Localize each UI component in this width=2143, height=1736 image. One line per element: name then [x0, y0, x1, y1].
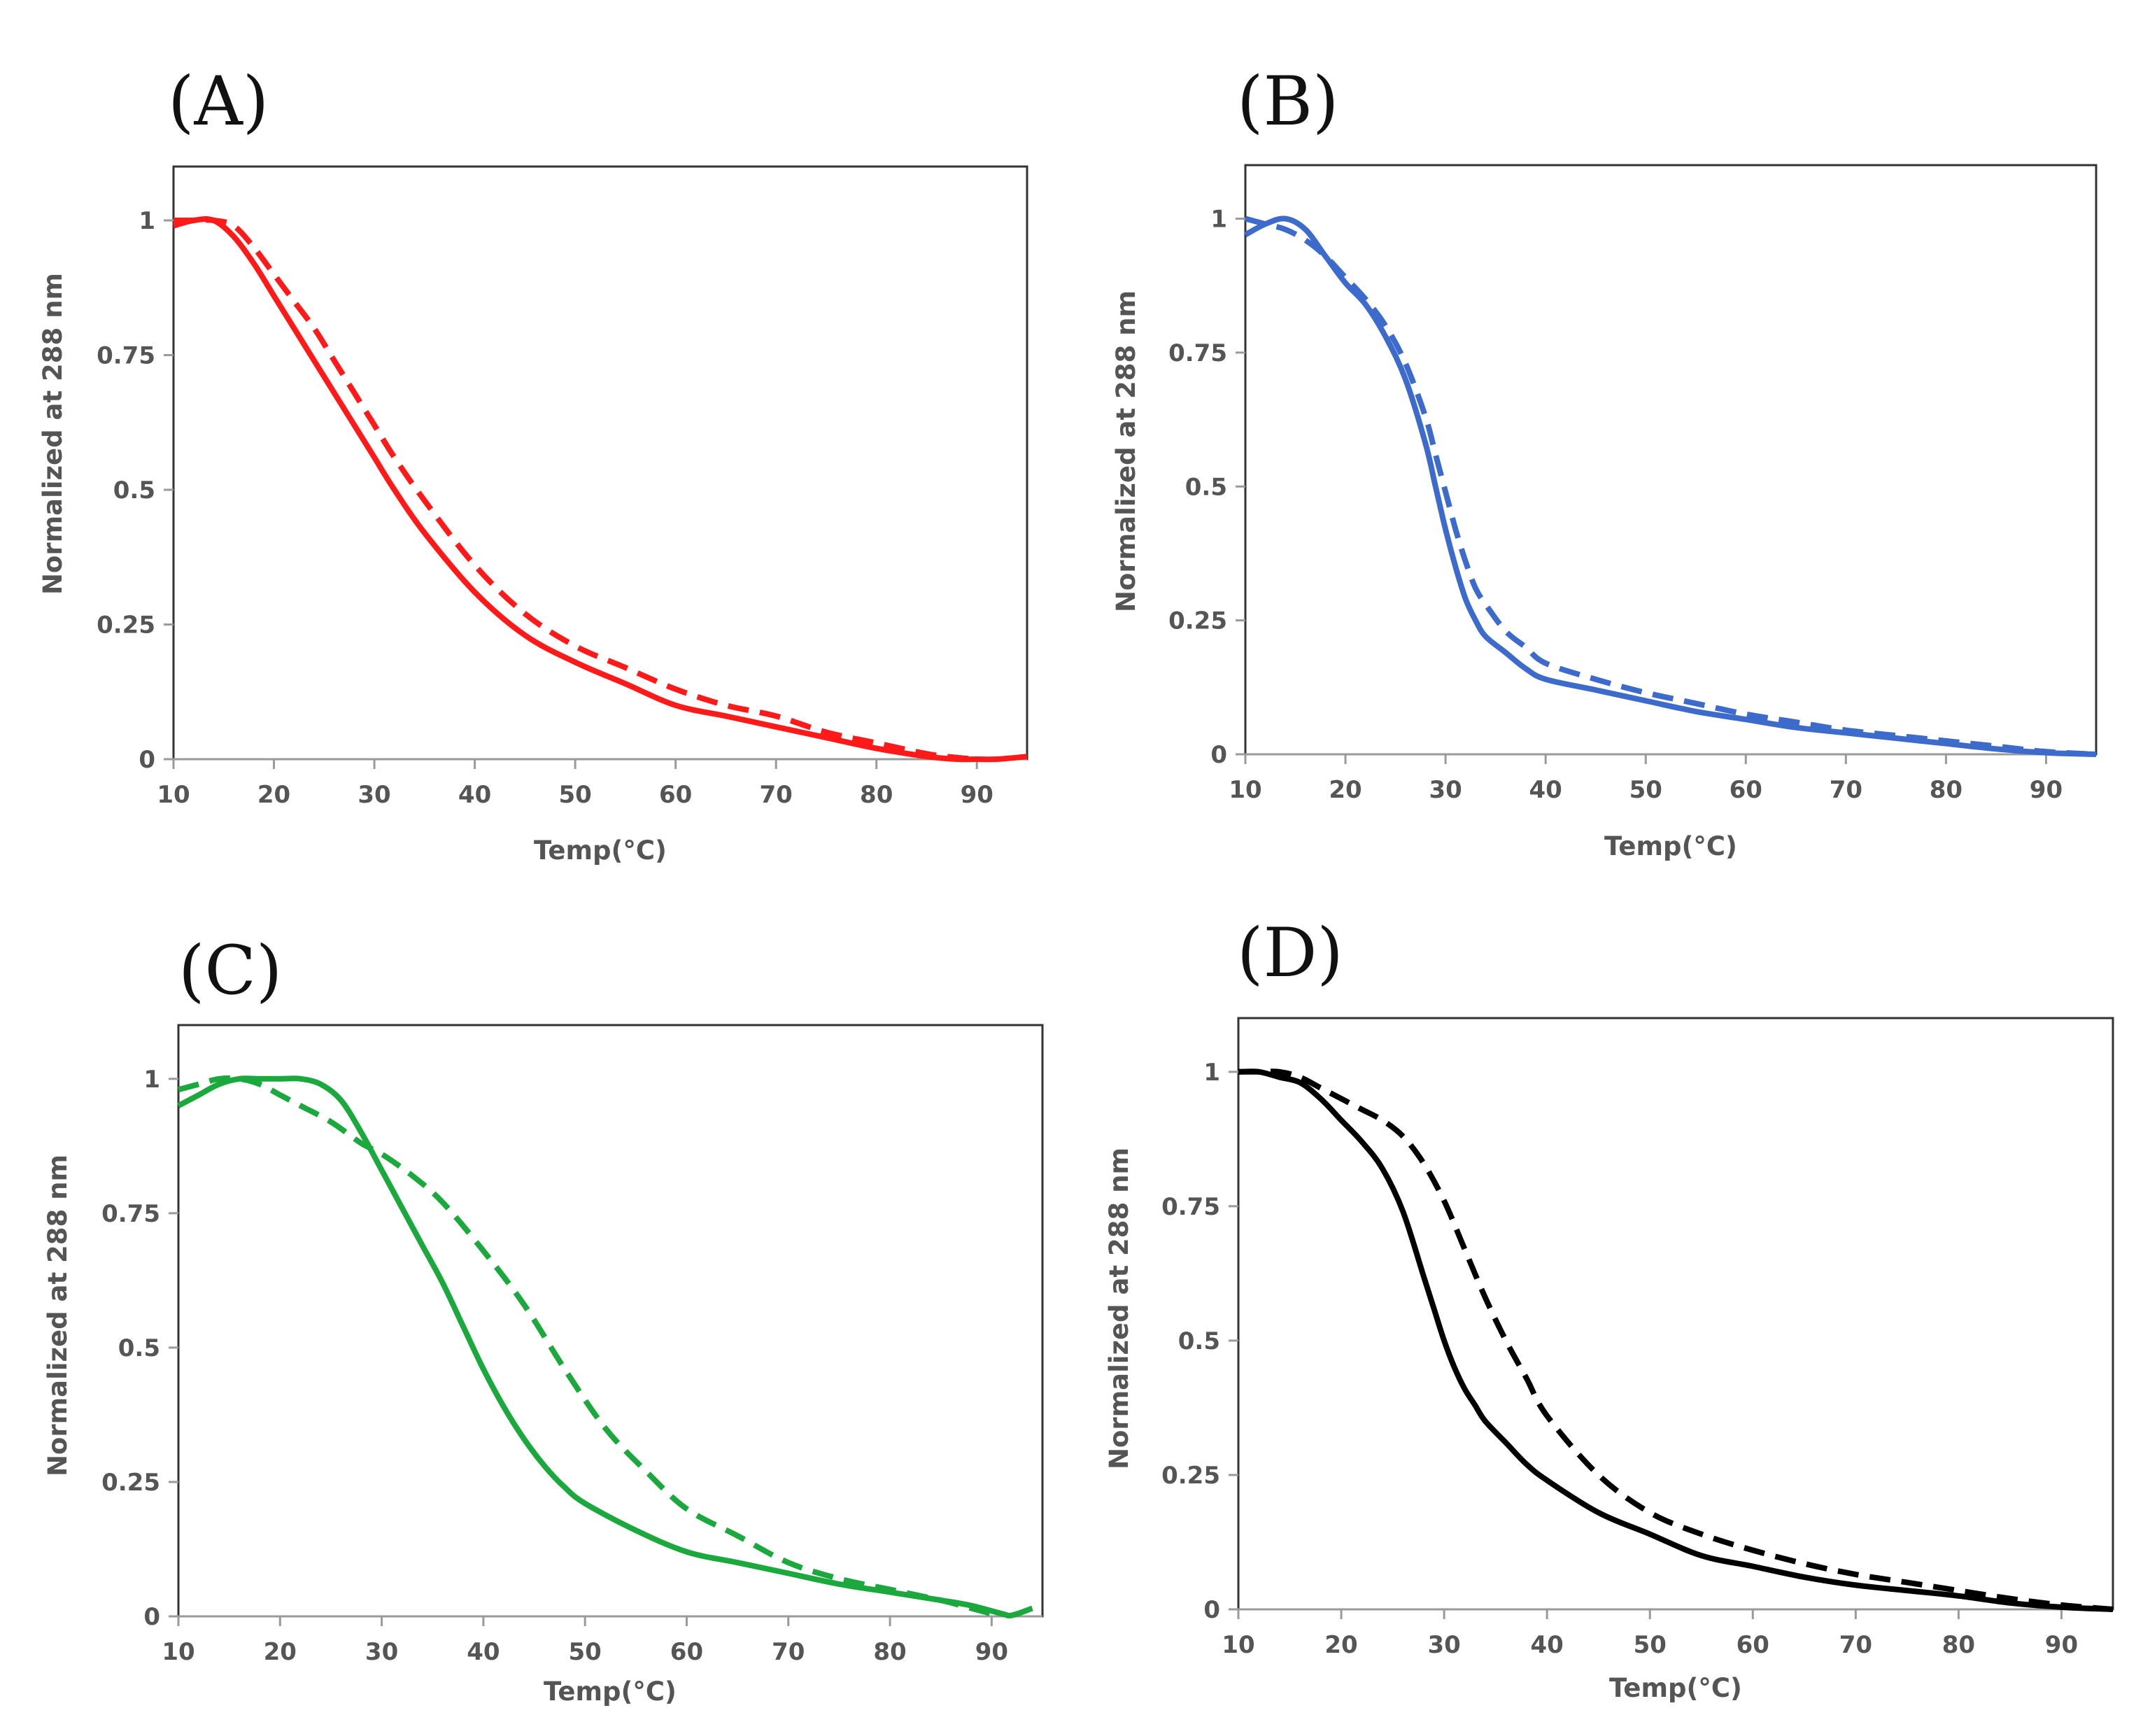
- y-tick-label: 0.75: [1161, 1193, 1220, 1221]
- panel-label: (D): [1237, 914, 1343, 992]
- panel-b: (B) 0 0.25 0.5 0.75 1 10 20 30 40 50 60 70 80 90 Temp(…: [1111, 62, 2098, 861]
- x-tick-label: 50: [1634, 1631, 1667, 1659]
- x-tick-label: 90: [975, 1638, 1008, 1666]
- x-tick-label: 80: [1942, 1631, 1975, 1659]
- series-line-dashed: [1238, 1068, 2114, 1612]
- x-tick-label: 60: [1730, 776, 1762, 804]
- x-tick-label: 10: [157, 781, 190, 809]
- x-tick-label: 30: [1427, 1631, 1460, 1659]
- x-tick-label: 70: [1839, 1631, 1872, 1659]
- x-axis-title: Temp(°C): [534, 835, 667, 866]
- y-tick-label: 1: [1203, 1059, 1220, 1087]
- x-tick-label: 70: [772, 1638, 805, 1666]
- x-tick-label: 20: [264, 1638, 297, 1666]
- plot-area: 0 0.25 0.5 0.75 1 10 20 30 40 50 60 70 80 90 Temp(°C) N…: [38, 165, 1028, 866]
- y-tick-label: 0: [139, 746, 155, 774]
- x-tick-label: 60: [670, 1638, 703, 1666]
- y-tick-label: 0.5: [113, 477, 155, 504]
- panel-label: (C): [178, 931, 282, 1010]
- y-tick-label: 0.75: [97, 342, 155, 370]
- x-axis-title: Temp(°C): [544, 1677, 677, 1707]
- x-tick-label: 20: [1329, 776, 1362, 804]
- panel-label: (A): [168, 62, 269, 141]
- x-tick-label: 80: [860, 781, 893, 809]
- x-tick-label: 20: [257, 781, 290, 809]
- x-tick-label: 40: [1529, 776, 1562, 804]
- x-tick-label: 10: [1222, 1631, 1254, 1659]
- x-tick-label: 40: [1531, 1631, 1564, 1659]
- series-line-dashed: [174, 217, 977, 762]
- x-axis-title: Temp(°C): [1604, 831, 1737, 861]
- series-line-solid: [1238, 1068, 2114, 1612]
- x-tick-label: 90: [961, 781, 993, 809]
- x-tick-label: 10: [162, 1638, 195, 1666]
- x-tick-label: 70: [760, 781, 793, 809]
- x-tick-label: 40: [467, 1638, 500, 1666]
- x-tick-label: 50: [1629, 776, 1662, 804]
- y-tick-label: 0.25: [1168, 607, 1227, 635]
- x-tick-label: 30: [358, 781, 390, 809]
- y-axis-title: Normalized at 288 nm: [1104, 1148, 1134, 1469]
- x-tick-label: 60: [1737, 1631, 1769, 1659]
- x-tick-label: 40: [458, 781, 491, 809]
- y-axis-title: Normalized at 288 nm: [1111, 290, 1141, 612]
- y-tick-label: 0: [1210, 741, 1227, 769]
- y-tick-label: 0.5: [118, 1334, 160, 1362]
- plot-area: 0 0.25 0.5 0.75 1 10 20 30 40 50 60 70 80 90 Temp(°C) N…: [1111, 164, 2098, 861]
- panel-a: (A) 0 0.25 0.5 0.75 1 10 20 30 40 50 60 70 80 90 Temp(…: [38, 62, 1028, 866]
- y-axis-title: Normalized at 288 nm: [43, 1155, 73, 1476]
- y-tick-label: 0.5: [1185, 473, 1227, 501]
- series-line-solid: [1244, 216, 2097, 757]
- panel-label: (B): [1237, 62, 1338, 141]
- series-line-solid: [177, 1075, 1033, 1618]
- x-tick-label: 30: [1429, 776, 1462, 804]
- y-tick-label: 0: [143, 1603, 160, 1631]
- y-tick-label: 0.25: [101, 1469, 160, 1497]
- x-tick-label: 20: [1324, 1631, 1357, 1659]
- y-tick-label: 1: [143, 1066, 160, 1094]
- x-tick-label: 50: [569, 1638, 602, 1666]
- y-tick-label: 0: [1203, 1596, 1220, 1624]
- y-tick-label: 0.75: [101, 1200, 160, 1228]
- y-tick-label: 0.25: [1161, 1462, 1220, 1490]
- series-line-solid: [172, 216, 1028, 763]
- x-tick-label: 50: [558, 781, 591, 809]
- x-tick-label: 70: [1830, 776, 1862, 804]
- y-tick-label: 1: [139, 207, 155, 235]
- y-tick-label: 0.5: [1178, 1327, 1220, 1355]
- x-tick-label: 80: [1930, 776, 1962, 804]
- y-tick-label: 0.75: [1168, 339, 1227, 367]
- x-tick-label: 60: [659, 781, 692, 809]
- x-tick-label: 90: [2030, 776, 2063, 804]
- x-tick-label: 80: [873, 1638, 906, 1666]
- y-tick-label: 0.25: [97, 612, 155, 640]
- plot-area: 0 0.25 0.5 0.75 1 10 20 30 40 50 60 70 80 90 Temp(°C) N…: [1104, 1017, 2114, 1703]
- panel-c: (C) 0 0.25 0.5 0.75 1 10 20 30 40 50 60 70 80 90 Temp(…: [43, 931, 1044, 1707]
- x-tick-label: 90: [2045, 1631, 2078, 1659]
- plot-area: 0 0.25 0.5 0.75 1 10 20 30 40 50 60 70 80 90 Temp(°C) N…: [43, 1024, 1044, 1707]
- y-axis-title: Normalized at 288 nm: [38, 273, 68, 595]
- x-axis-title: Temp(°C): [1609, 1673, 1742, 1703]
- x-tick-label: 30: [365, 1638, 398, 1666]
- y-tick-label: 1: [1210, 206, 1227, 234]
- panel-d: (D) 0 0.25 0.5 0.75 1 10 20 30 40 50 60 70 80 90 Temp(…: [1104, 914, 2114, 1703]
- x-tick-label: 10: [1229, 776, 1261, 804]
